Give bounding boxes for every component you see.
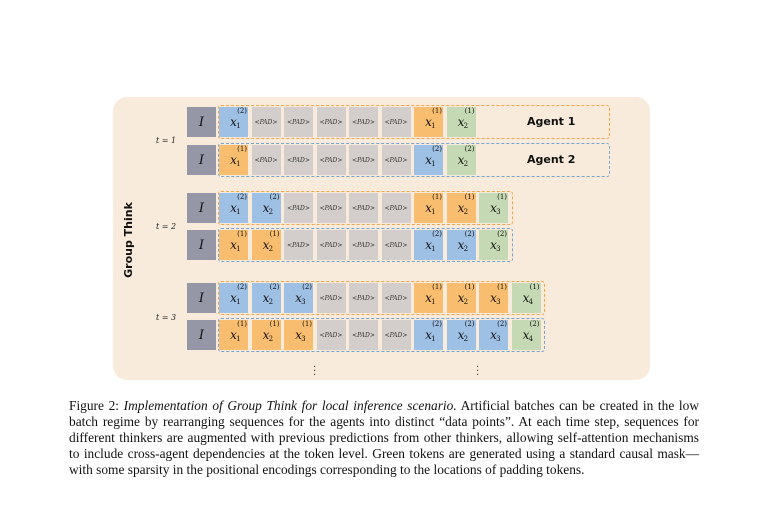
agent-1-frame: [218, 191, 513, 225]
timestep-label: t = 1: [156, 136, 177, 145]
orange-token: x (1) 1: [219, 145, 248, 175]
pad-token: <PAD>: [284, 107, 313, 137]
timestep-label: t = 2: [156, 222, 177, 231]
blue-token: x (2) 2: [251, 283, 281, 313]
agent-2-frame: [218, 228, 513, 262]
orange-token: x (1) 2: [446, 193, 476, 223]
instruction-token: I: [187, 283, 216, 313]
green-token: x (1) 3: [479, 193, 508, 223]
caption-title: Implementation of Group Think for local …: [123, 398, 457, 413]
green-token: x (1) 2: [446, 107, 476, 137]
group-think-label: Group Think: [121, 202, 135, 278]
green-token: x (2) 3: [479, 230, 508, 260]
pad-token: <PAD>: [349, 230, 378, 260]
instruction-token: I: [187, 107, 216, 137]
pad-token: <PAD>: [316, 230, 346, 260]
orange-token: x (1) 2: [446, 283, 476, 313]
pad-token: <PAD>: [349, 320, 378, 350]
orange-token: x (1) 2: [251, 230, 281, 260]
pad-token: <PAD>: [381, 320, 411, 350]
pad-token: <PAD>: [381, 230, 411, 260]
pad-token: <PAD>: [381, 107, 411, 137]
agent-2-frame: [218, 143, 610, 177]
agent-2-label: Agent 2: [527, 153, 576, 166]
pad-token: <PAD>: [316, 320, 346, 350]
pad-token: <PAD>: [284, 230, 313, 260]
blue-token: x (2) 3: [479, 320, 508, 350]
pad-token: <PAD>: [316, 193, 346, 223]
pad-token: <PAD>: [349, 107, 378, 137]
instruction-token: I: [187, 320, 216, 350]
blue-token: x (2) 1: [219, 107, 248, 137]
blue-token: x (2) 2: [446, 320, 476, 350]
green-token: x (1) 4: [511, 283, 541, 313]
green-token: x (2) 4: [511, 320, 541, 350]
orange-token: x (1) 1: [414, 193, 443, 223]
pad-token: <PAD>: [381, 145, 411, 175]
agent-1-label: Agent 1: [527, 115, 576, 128]
pad-token: <PAD>: [381, 193, 411, 223]
pad-token: <PAD>: [349, 193, 378, 223]
blue-token: x (2) 1: [414, 230, 443, 260]
blue-token: x (2) 1: [414, 320, 443, 350]
blue-token: x (2) 1: [219, 283, 248, 313]
orange-token: x (1) 3: [284, 320, 313, 350]
pad-token: <PAD>: [251, 145, 281, 175]
orange-token: x (1) 1: [219, 320, 248, 350]
pad-token: <PAD>: [349, 283, 378, 313]
pad-token: <PAD>: [251, 107, 281, 137]
instruction-token: I: [187, 230, 216, 260]
caption-prefix: Figure 2:: [69, 398, 124, 413]
pad-token: <PAD>: [381, 283, 411, 313]
instruction-token: I: [187, 145, 216, 175]
figure-caption: Figure 2: Implementation of Group Think …: [69, 398, 699, 478]
orange-token: x (1) 1: [414, 283, 443, 313]
pad-token: <PAD>: [349, 145, 378, 175]
agent-2-frame: [218, 318, 545, 352]
blue-token: x (2) 1: [219, 193, 248, 223]
orange-token: x (1) 1: [414, 107, 443, 137]
pad-token: <PAD>: [284, 145, 313, 175]
continuation-dots: ...: [476, 359, 480, 378]
orange-token: x (1) 1: [219, 230, 248, 260]
timestep-label: t = 3: [156, 313, 177, 322]
continuation-dots: ...: [313, 359, 317, 378]
pad-token: <PAD>: [284, 193, 313, 223]
blue-token: x (2) 2: [446, 230, 476, 260]
instruction-token: I: [187, 193, 216, 223]
green-token: x (2) 2: [446, 145, 476, 175]
agent-1-frame: [218, 105, 610, 139]
blue-token: x (2) 1: [414, 145, 443, 175]
orange-token: x (1) 3: [479, 283, 508, 313]
pad-token: <PAD>: [316, 107, 346, 137]
orange-token: x (1) 2: [251, 320, 281, 350]
blue-token: x (2) 2: [251, 193, 281, 223]
blue-token: x (2) 3: [284, 283, 313, 313]
caption-body: Artificial batches can be created in the…: [69, 398, 699, 477]
agent-1-frame: [218, 281, 545, 315]
pad-token: <PAD>: [316, 283, 346, 313]
pad-token: <PAD>: [316, 145, 346, 175]
